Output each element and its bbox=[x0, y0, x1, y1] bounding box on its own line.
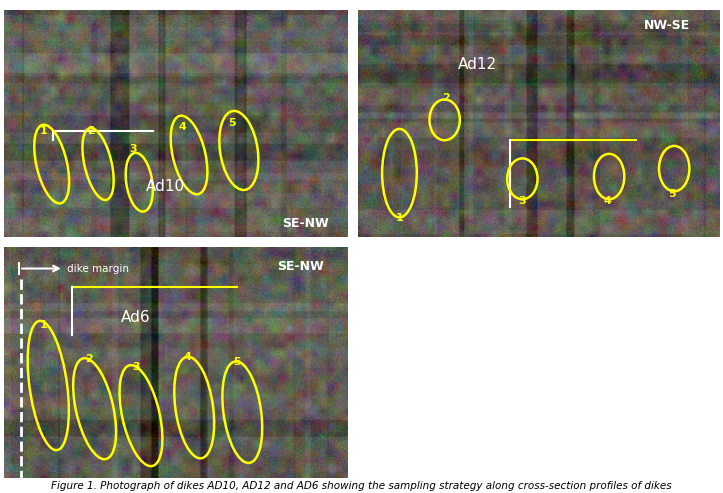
Text: 3: 3 bbox=[518, 197, 526, 207]
Text: 3: 3 bbox=[129, 144, 137, 154]
Text: 2: 2 bbox=[87, 126, 95, 136]
Text: Ad6: Ad6 bbox=[121, 310, 150, 325]
Text: 5: 5 bbox=[669, 188, 676, 199]
Text: SE-NW: SE-NW bbox=[278, 260, 324, 273]
Text: 4: 4 bbox=[184, 352, 192, 361]
Text: 3: 3 bbox=[132, 362, 140, 372]
Text: 1: 1 bbox=[39, 320, 47, 330]
Text: 5: 5 bbox=[234, 357, 241, 367]
Text: SE-NW: SE-NW bbox=[283, 216, 329, 230]
Text: Ad10: Ad10 bbox=[145, 179, 184, 194]
Text: Figure 1. Photograph of dikes AD10, AD12 and AD6 showing the sampling strategy a: Figure 1. Photograph of dikes AD10, AD12… bbox=[51, 481, 672, 491]
Text: 4: 4 bbox=[604, 197, 611, 207]
Text: 4: 4 bbox=[179, 122, 186, 132]
Text: NW-SE: NW-SE bbox=[644, 19, 690, 32]
Text: 1: 1 bbox=[39, 126, 47, 136]
Text: 1: 1 bbox=[395, 213, 403, 223]
Text: dike margin: dike margin bbox=[67, 264, 129, 274]
Text: 2: 2 bbox=[442, 93, 450, 104]
Text: 2: 2 bbox=[85, 354, 93, 364]
Text: Ad12: Ad12 bbox=[458, 57, 497, 72]
Text: 5: 5 bbox=[228, 118, 236, 128]
